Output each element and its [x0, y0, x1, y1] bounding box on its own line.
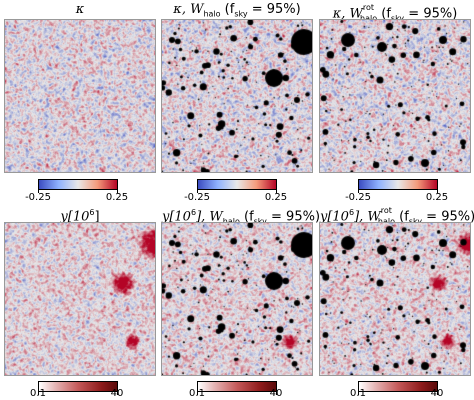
title-text: = 95%)	[247, 2, 301, 17]
colorbar-max-label: 40	[430, 388, 444, 399]
title-sub: halo	[203, 9, 221, 19]
title-text: y[10	[320, 209, 349, 225]
colorbar-tick	[38, 190, 39, 193]
title-sup: 6	[89, 208, 95, 217]
title-text: (f	[239, 209, 254, 225]
panel-title-y-whalo: y[106], Whalo (fsky = 95%)	[162, 203, 320, 226]
colorbar-min-label: -0.25	[345, 192, 371, 203]
title-sub: halo	[377, 216, 396, 226]
map-canvas	[162, 223, 312, 375]
colorbar-kappa-whalo	[197, 179, 277, 190]
colorbar-max-label: 0.25	[105, 192, 129, 203]
colorbar-min-label: 0.1	[350, 388, 366, 399]
title-text: ]	[94, 209, 100, 225]
title-sub: halo	[222, 216, 240, 226]
title-text: = 95%)	[422, 209, 474, 225]
panel-title-y-whalo-rot: y[106], Wrothalo (fsky = 95%)	[320, 203, 474, 226]
colorbar-tick	[276, 392, 277, 395]
map-panel-y-whalo-rot	[319, 222, 471, 376]
map-canvas	[320, 223, 470, 375]
colorbar-tick	[358, 190, 359, 193]
map-panel-kappa-whalo	[161, 19, 313, 173]
colorbar-min-label: 0.1	[30, 388, 46, 399]
title-sup: rot	[362, 3, 375, 12]
map-canvas	[5, 223, 155, 375]
colorbar-max-label: 40	[269, 388, 283, 399]
panel-title-kappa: κ	[5, 0, 155, 20]
colorbar-tick	[437, 392, 438, 395]
title-sub: sky	[253, 216, 267, 226]
panel-title-kappa-whalo: κ, Whalo (fsky = 95%)	[162, 0, 312, 20]
title-text: (f	[220, 2, 235, 17]
title-sup: 6	[348, 208, 355, 217]
colorbar-tick	[38, 392, 39, 395]
colorbar-min-label: -0.25	[184, 192, 210, 203]
title-text: y[10	[162, 209, 191, 225]
map-panel-kappa	[4, 19, 156, 173]
map-panel-y	[4, 222, 156, 376]
map-canvas	[5, 20, 155, 172]
title-text: ], W	[196, 209, 223, 225]
colorbar-min-label: -0.25	[25, 192, 51, 203]
map-canvas	[320, 20, 470, 172]
panel-title-y: y[106]	[5, 203, 155, 225]
colorbar-tick	[197, 190, 198, 193]
title-text: (f	[377, 6, 391, 22]
colorbar-tick	[437, 190, 438, 193]
colorbar-tick	[197, 392, 198, 395]
panel-title-kappa-whalo-rot: κ, Wrothalo (fsky = 95%)	[320, 0, 470, 23]
title-text: = 95%)	[266, 209, 321, 225]
colorbar-tick	[117, 190, 118, 193]
title-text: = 95%)	[404, 6, 458, 22]
title-sub: sky	[408, 216, 423, 226]
colorbar-tick	[117, 392, 118, 395]
colorbar-tick	[276, 190, 277, 193]
title-sub: halo	[360, 13, 378, 23]
title-text: κ, W	[332, 6, 363, 22]
title-text: ], W	[354, 209, 381, 225]
colorbar-min-label: 0.1	[189, 388, 205, 399]
colorbar-max-label: 0.25	[264, 192, 288, 203]
colorbar-y-whalo	[197, 381, 277, 392]
colorbar-max-label: 0.25	[425, 192, 449, 203]
colorbar-max-label: 40	[110, 388, 124, 399]
title-sup: rot	[380, 206, 392, 215]
colorbar-kappa-whalo-rot	[358, 179, 438, 190]
colorbar-kappa	[38, 179, 118, 190]
colorbar-tick	[358, 392, 359, 395]
title-text: κ	[75, 2, 85, 17]
title-sub: sky	[390, 13, 405, 23]
map-panel-y-whalo	[161, 222, 313, 376]
title-text: y[10	[60, 209, 90, 225]
title-sub: sky	[234, 9, 248, 19]
title-text: (f	[395, 209, 409, 225]
colorbar-y-whalo-rot	[358, 381, 438, 392]
map-panel-kappa-whalo-rot	[319, 19, 471, 173]
title-sup: 6	[190, 208, 197, 217]
colorbar-y	[38, 381, 118, 392]
title-text: κ, W	[173, 2, 204, 17]
map-canvas	[162, 20, 312, 172]
